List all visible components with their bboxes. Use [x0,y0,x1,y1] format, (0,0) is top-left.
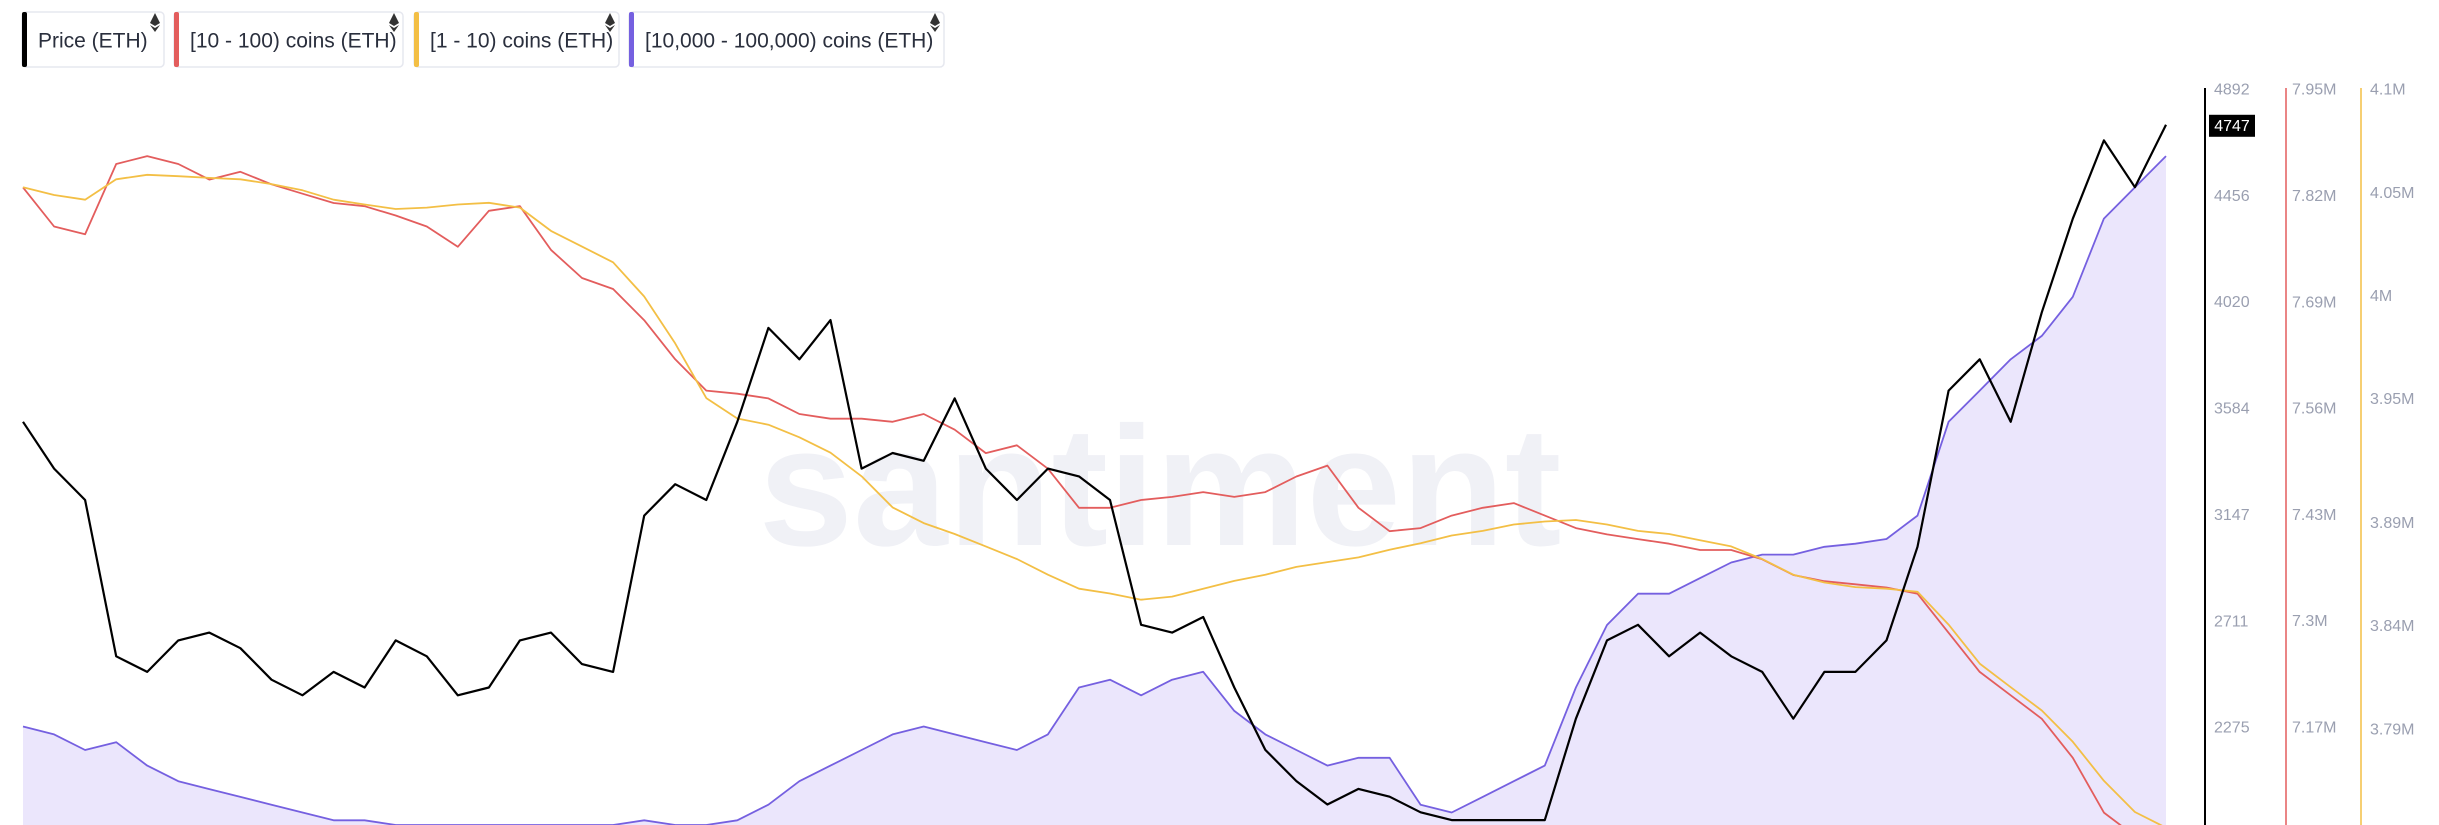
watermark: santiment [759,392,1562,582]
y-tick-label: 4020 [2214,294,2250,311]
legend-item[interactable]: [10,000 - 100,000) coins (ETH) [628,11,945,68]
y-tick-label: 2711 [2214,613,2249,630]
eth-icon [930,13,940,26]
eth-icon [150,13,160,26]
y-tick-label: 3.89M [2370,515,2414,532]
y-tick-label: 7.95M [2292,82,2336,99]
y-tick-label: 7.3M [2292,613,2328,630]
legend-label[interactable]: Price (ETH) [38,30,148,53]
series-line [22,155,2167,825]
legend-swatch [629,12,634,67]
legend-item[interactable]: [1 - 10) coins (ETH) [413,11,620,68]
y-tick-label: 4892 [2214,82,2250,99]
y-tick-label: 3.79M [2370,721,2414,738]
y-tick-label: 4456 [2214,188,2250,205]
eth-icon [605,13,615,26]
y-tick-label: 4.1M [2370,82,2406,99]
y-tick-label: 4.05M [2370,185,2414,202]
y-tick-label: 3.84M [2370,618,2414,635]
eth-icon-lower [389,25,399,32]
legend-swatch [174,12,179,67]
axes: 4892 4456 4020 3584 3147 2711 2275 7.95M 7.82M 7.… [2204,82,2414,825]
eth-icon-lower [930,25,940,32]
legend-label[interactable]: [1 - 10) coins (ETH) [430,30,613,53]
current-price-badge [2209,114,2255,137]
legend-label[interactable]: [10 - 100) coins (ETH) [190,30,397,53]
legend-label[interactable]: [10,000 - 100,000) coins (ETH) [645,30,933,53]
y-tick-label: 4M [2370,288,2392,305]
y-tick-label: 2275 [2214,720,2250,737]
legend: Price (ETH) [10 - 100) coins (ETH) [1 - 10… [21,11,945,68]
y-tick-label: 7.82M [2292,188,2336,205]
y-tick-label: 3584 [2214,401,2250,418]
plot-area [22,124,2167,825]
series-line [22,173,2163,825]
series-line [22,124,2167,822]
eth-icon-lower [150,25,160,32]
eth-icon [389,13,399,26]
area-fill [23,156,2166,825]
y-tick-label: 3147 [2214,507,2250,524]
legend-item[interactable]: Price (ETH) [21,11,165,68]
legend-swatch [414,12,419,67]
legend-item[interactable]: [10 - 100) coins (ETH) [173,11,404,68]
y-tick-label: 7.69M [2292,294,2336,311]
eth-icon-lower [605,25,615,32]
current-price-label: 4747 [2214,118,2250,135]
y-tick-label: 3.95M [2370,391,2414,408]
legend-swatch [22,12,27,67]
y-tick-label: 7.56M [2292,401,2336,418]
y-tick-label: 7.43M [2292,507,2336,524]
y-tick-label: 7.17M [2292,719,2336,736]
